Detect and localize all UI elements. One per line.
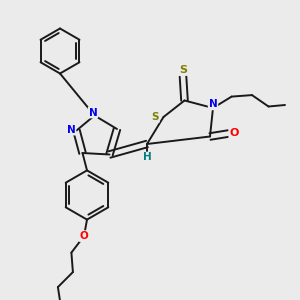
Text: O: O [229, 128, 239, 139]
Text: N: N [67, 124, 76, 135]
Text: N: N [88, 107, 98, 118]
Text: S: S [152, 112, 159, 122]
Text: S: S [179, 65, 187, 75]
Text: O: O [80, 231, 88, 241]
Text: H: H [142, 152, 152, 163]
Text: N: N [208, 99, 217, 110]
